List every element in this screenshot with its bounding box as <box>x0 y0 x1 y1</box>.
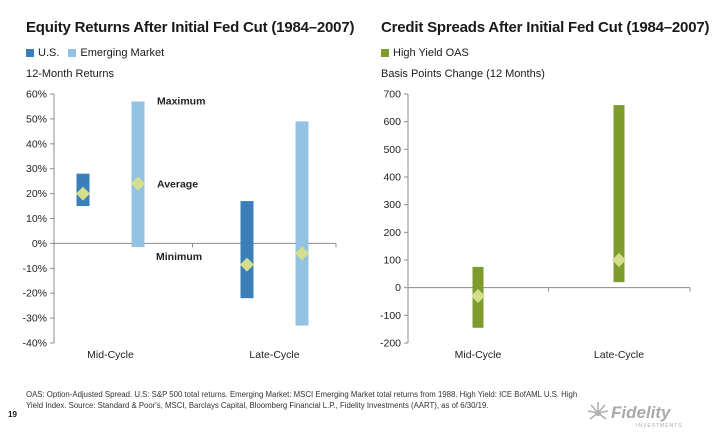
annotation-minimum: Minimum <box>156 251 202 263</box>
equity-chart-title: Equity Returns After Initial Fed Cut (19… <box>26 19 355 36</box>
y-tick-label: 60% <box>26 89 47 101</box>
y-tick-label: -10% <box>22 263 47 275</box>
y-tick-label: 10% <box>26 213 47 225</box>
y-tick-label: -40% <box>22 338 47 350</box>
average-marker <box>240 257 254 272</box>
y-tick-label: 0% <box>32 238 47 250</box>
legend-item-us: U.S. <box>26 47 59 59</box>
fidelity-logo: Fidelity INVESTMENTS <box>587 402 683 429</box>
y-tick-label: 0 <box>395 282 401 294</box>
average-marker <box>131 176 145 191</box>
y-tick-label: 500 <box>383 144 401 156</box>
y-tick-label: 50% <box>26 113 47 125</box>
equity-legend: U.S. Emerging Market <box>26 47 173 59</box>
y-tick-label: -200 <box>380 338 401 350</box>
legend-swatch-us <box>26 49 34 57</box>
average-marker <box>471 288 485 303</box>
legend-label-high-yield: High Yield OAS <box>393 47 469 59</box>
range-bar <box>295 121 309 326</box>
logo-wordmark: Fidelity <box>611 403 672 422</box>
x-tick-label: Late-Cycle <box>249 349 299 361</box>
y-tick-label: 40% <box>26 138 47 150</box>
x-tick-label: Late-Cycle <box>594 349 644 361</box>
equity-y-axis-label: 12-Month Returns <box>26 68 115 80</box>
credit-legend: High Yield OAS <box>381 47 478 59</box>
y-tick-label: -30% <box>22 313 47 325</box>
logo-subtext: INVESTMENTS <box>636 423 683 429</box>
y-tick-label: 700 <box>383 89 401 101</box>
y-tick-label: 30% <box>26 163 47 175</box>
y-tick-label: 600 <box>383 116 401 128</box>
credit-chart-title: Credit Spreads After Initial Fed Cut (19… <box>381 19 710 36</box>
y-tick-label: 400 <box>383 172 401 184</box>
page-number: 19 <box>8 410 17 419</box>
y-tick-label: 20% <box>26 188 47 200</box>
annotation-maximum: Maximum <box>157 95 205 107</box>
range-bar <box>131 101 145 248</box>
credit-y-axis-label: Basis Points Change (12 Months) <box>381 68 545 80</box>
legend-swatch-emerging-market <box>68 49 77 57</box>
legend-item-high-yield: High Yield OAS <box>381 47 469 59</box>
range-bar <box>240 201 254 299</box>
average-marker <box>76 186 90 201</box>
y-tick-label: 100 <box>383 255 401 267</box>
legend-item-emerging-market: Emerging Market <box>68 47 164 59</box>
x-tick-label: Mid-Cycle <box>87 349 134 361</box>
y-tick-label: -20% <box>22 288 47 300</box>
y-tick-label: 200 <box>383 227 401 239</box>
legend-swatch-high-yield <box>381 49 389 57</box>
legend-label-us: U.S. <box>38 47 60 59</box>
average-marker <box>295 246 309 261</box>
x-tick-label: Mid-Cycle <box>455 349 502 361</box>
annotation-average: Average <box>157 179 198 191</box>
footnote: OAS: Option-Adjusted Spread. U.S: S&P 50… <box>26 390 578 410</box>
y-tick-label: 300 <box>383 199 401 211</box>
range-bar <box>613 105 625 283</box>
legend-label-emerging-market: Emerging Market <box>80 47 165 59</box>
logo-burst-icon <box>587 402 609 420</box>
average-marker <box>612 253 626 267</box>
y-tick-label: -100 <box>380 310 401 322</box>
